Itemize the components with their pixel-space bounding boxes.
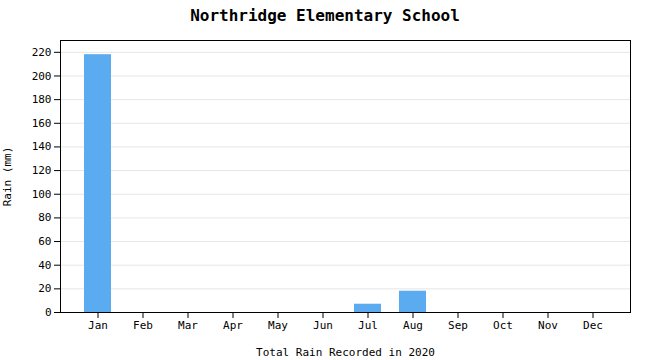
svg-text:Aug: Aug — [403, 319, 423, 332]
svg-text:40: 40 — [38, 259, 51, 272]
svg-text:120: 120 — [32, 164, 52, 177]
svg-text:Nov: Nov — [538, 319, 558, 332]
svg-text:180: 180 — [32, 93, 52, 106]
svg-text:0: 0 — [45, 306, 52, 319]
svg-text:Mar: Mar — [178, 319, 198, 332]
svg-text:Rain (mm): Rain (mm) — [1, 147, 14, 207]
svg-text:20: 20 — [38, 282, 51, 295]
svg-text:140: 140 — [32, 140, 52, 153]
svg-text:Jan: Jan — [88, 319, 108, 332]
svg-text:Dec: Dec — [583, 319, 603, 332]
svg-text:200: 200 — [32, 69, 52, 82]
svg-text:60: 60 — [38, 235, 51, 248]
svg-text:Jun: Jun — [313, 319, 333, 332]
svg-text:100: 100 — [32, 188, 52, 201]
svg-text:Jul: Jul — [358, 319, 378, 332]
svg-text:Apr: Apr — [223, 319, 243, 332]
svg-text:160: 160 — [32, 117, 52, 130]
svg-text:80: 80 — [38, 211, 51, 224]
svg-text:May: May — [268, 319, 288, 332]
svg-text:Sep: Sep — [448, 319, 468, 332]
svg-text:Feb: Feb — [133, 319, 153, 332]
svg-text:Oct: Oct — [493, 319, 513, 332]
svg-text:220: 220 — [32, 46, 52, 59]
svg-text:Total Rain Recorded in 2020: Total Rain Recorded in 2020 — [256, 346, 435, 359]
html-text:Northridge Elementary School: Northridge Elementary School — [190, 6, 460, 25]
